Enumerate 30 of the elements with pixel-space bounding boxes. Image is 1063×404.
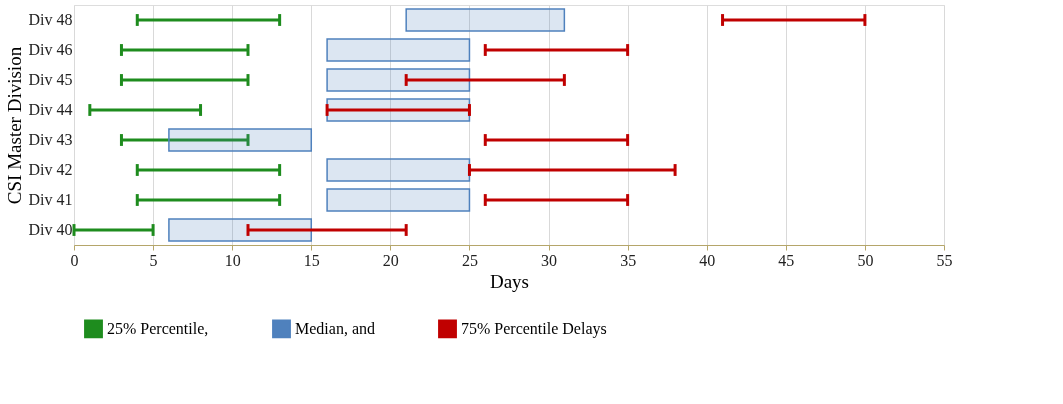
bar (326, 68, 471, 92)
x-tick-label: 0 (70, 251, 79, 269)
y-tick-label: Div 45 (28, 71, 73, 88)
x-tick-label: 20 (382, 251, 399, 269)
bar (326, 158, 471, 182)
bar (405, 8, 566, 32)
x-tick-label: 35 (620, 251, 637, 269)
x-tick-label: 30 (541, 251, 558, 269)
y-tick-label: Div 46 (28, 41, 73, 58)
x-tick-label: 15 (303, 251, 320, 269)
legend-label: 25% Percentile, (107, 319, 209, 337)
x-tick-label: 25 (461, 251, 478, 269)
legend-label: Median, and (295, 319, 375, 337)
y-axis-title: CSI Master Division (3, 46, 25, 205)
x-tick-label: 10 (224, 251, 241, 269)
bar (326, 38, 471, 62)
y-tick-label: Div 44 (28, 101, 73, 118)
x-tick-label: 55 (936, 251, 953, 269)
y-tick-label: Div 48 (28, 11, 73, 28)
y-tick-label: Div 42 (28, 161, 73, 178)
x-tick-label: 5 (149, 251, 158, 269)
x-axis-title: Days (489, 270, 530, 292)
x-tick-label: 50 (857, 251, 874, 269)
y-tick-label: Div 43 (28, 131, 73, 148)
x-tick-label: 45 (778, 251, 795, 269)
y-tick-label: Div 40 (28, 221, 73, 238)
legend-label: 75% Percentile Delays (461, 319, 607, 338)
x-tick-label: 40 (699, 251, 716, 269)
bar (326, 188, 471, 212)
y-tick-label: Div 41 (28, 191, 73, 208)
